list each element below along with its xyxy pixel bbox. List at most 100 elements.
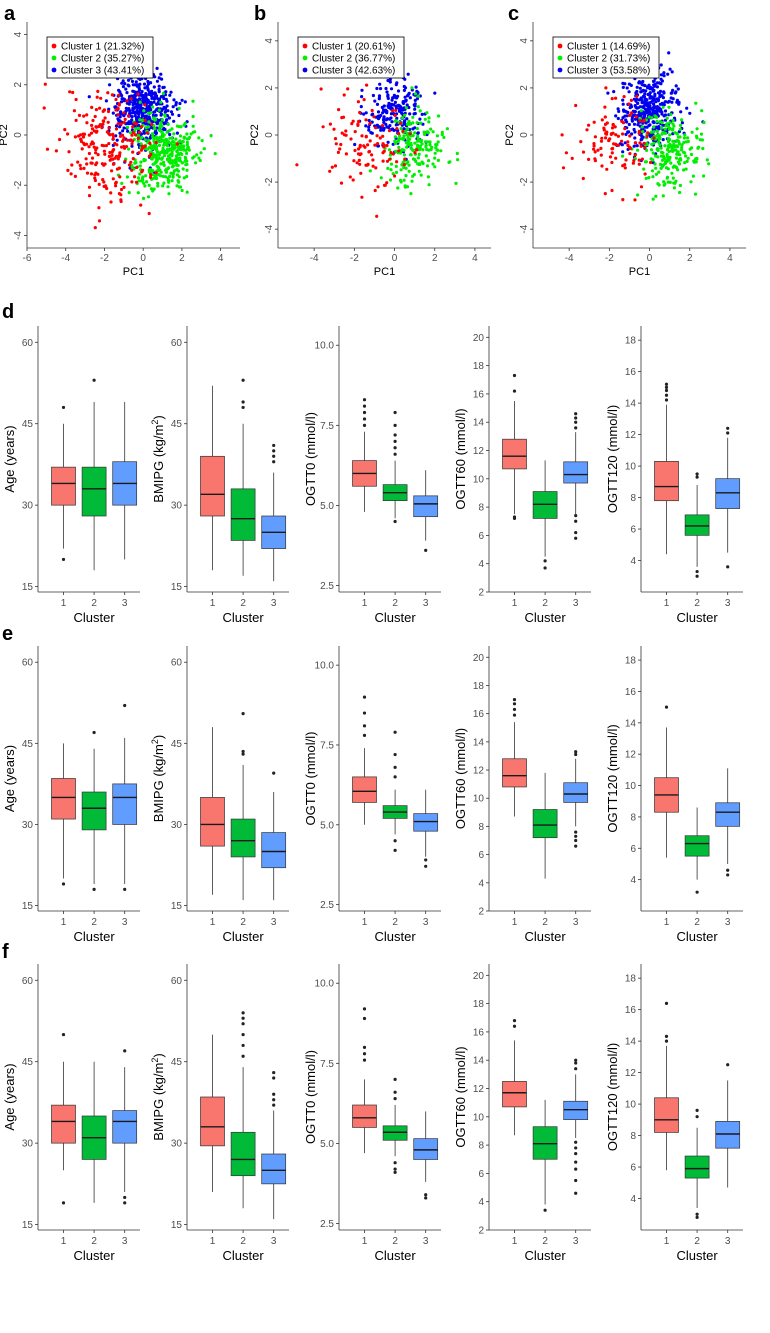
scatter-point: [423, 117, 427, 121]
x-tick-label: 2: [240, 1236, 246, 1247]
scatter-point: [174, 137, 178, 141]
outlier-point: [574, 752, 578, 757]
scatter-point: [91, 141, 95, 146]
outlier-point: [393, 848, 397, 852]
scatter-point: [688, 147, 692, 151]
scatter-point: [407, 163, 411, 167]
scatter-point: [702, 120, 706, 125]
scatter-point: [653, 114, 657, 118]
scatter-point: [373, 99, 377, 103]
scatter-point: [386, 140, 390, 144]
outlier-point: [424, 1196, 428, 1200]
scatter-point: [621, 154, 625, 158]
scatter-point: [661, 105, 665, 109]
scatter-point: [109, 200, 113, 204]
scatter-point: [600, 118, 604, 122]
scatter-point: [439, 149, 443, 153]
scatter-point: [665, 122, 669, 126]
outlier-point: [241, 405, 245, 410]
y-tick-label: 30: [22, 820, 34, 831]
scatter-point: [353, 142, 357, 147]
scatter-point: [667, 105, 671, 109]
scatter-point: [159, 121, 163, 125]
scatter-point: [650, 116, 654, 120]
scatter-point: [652, 136, 656, 140]
scatter-point: [170, 152, 174, 156]
box-iqr: [51, 1104, 76, 1144]
scatter-point: [143, 138, 147, 142]
scatter-point: [135, 84, 139, 88]
scatter-point: [106, 91, 110, 95]
x-tick-label: 1: [512, 598, 518, 609]
box-iqr: [112, 783, 138, 825]
scatter-point: [621, 85, 625, 89]
outlier-point: [574, 1160, 578, 1164]
y-axis-title: Age (years): [2, 745, 17, 812]
scatter-point: [645, 148, 649, 152]
scatter-point: [181, 167, 185, 171]
scatter-point: [129, 138, 133, 142]
y-tick-label: 16: [473, 709, 485, 720]
scatter-point: [143, 103, 147, 107]
scatter-point: [643, 146, 647, 150]
outlier-point: [512, 373, 517, 378]
scatter-point: [376, 110, 381, 114]
y-tick-label: 8: [630, 493, 636, 504]
y-tick-label: 6: [478, 1169, 484, 1180]
y-tick-label: 2: [478, 907, 484, 918]
scatter-point: [364, 134, 368, 138]
scatter-point: [642, 167, 646, 171]
scatter-point: [121, 85, 125, 89]
outlier-point: [123, 887, 127, 891]
x-tick-label: 2: [91, 917, 97, 928]
scatter-point: [415, 148, 419, 152]
scatter-point: [621, 98, 625, 102]
scatter-point: [680, 148, 684, 152]
outlier-point: [272, 443, 276, 448]
y-tick-label: 14: [625, 1037, 637, 1048]
scatter-point: [647, 115, 651, 119]
scatter-point: [419, 140, 423, 144]
scatter-point: [367, 125, 371, 129]
scatter-point: [640, 134, 644, 138]
scatter-point: [164, 90, 168, 94]
y-axis-title-sup: 2: [150, 739, 160, 744]
scatter-point: [133, 133, 138, 137]
scatter-point: [393, 113, 397, 117]
scatter-point: [693, 192, 698, 196]
scatter-point: [87, 145, 91, 149]
scatter-point: [673, 181, 677, 185]
scatter-point: [376, 142, 380, 146]
scatter-point: [144, 114, 148, 118]
box-iqr: [230, 488, 256, 541]
scatter-point: [394, 164, 398, 168]
y-axis-title: Age (years): [2, 1063, 17, 1130]
scatter-point: [694, 160, 698, 164]
scatter-point: [658, 162, 663, 166]
scatter-point: [125, 125, 130, 129]
outlier-point: [61, 882, 66, 886]
scatter-point: [424, 154, 428, 158]
scatter-point: [412, 172, 416, 177]
scatter-point: [133, 114, 137, 118]
scatter-point: [122, 185, 126, 189]
scatter-point: [390, 120, 394, 124]
scatter-point: [169, 110, 174, 114]
scatter-point: [427, 148, 431, 152]
scatter-point: [603, 115, 607, 119]
scatter-point: [625, 86, 629, 90]
scatter-point: [167, 178, 171, 183]
scatter-point: [80, 147, 84, 151]
scatter-point: [152, 117, 156, 121]
x-tick-label: 1: [61, 1236, 67, 1247]
scatter-point: [350, 122, 354, 126]
scatter-point: [178, 101, 182, 106]
scatter-point: [93, 226, 97, 230]
scatter-point: [367, 118, 371, 123]
scatter-point: [157, 128, 161, 132]
outlier-point: [362, 695, 367, 699]
outlier-point: [272, 460, 276, 464]
scatter-point: [170, 136, 174, 140]
